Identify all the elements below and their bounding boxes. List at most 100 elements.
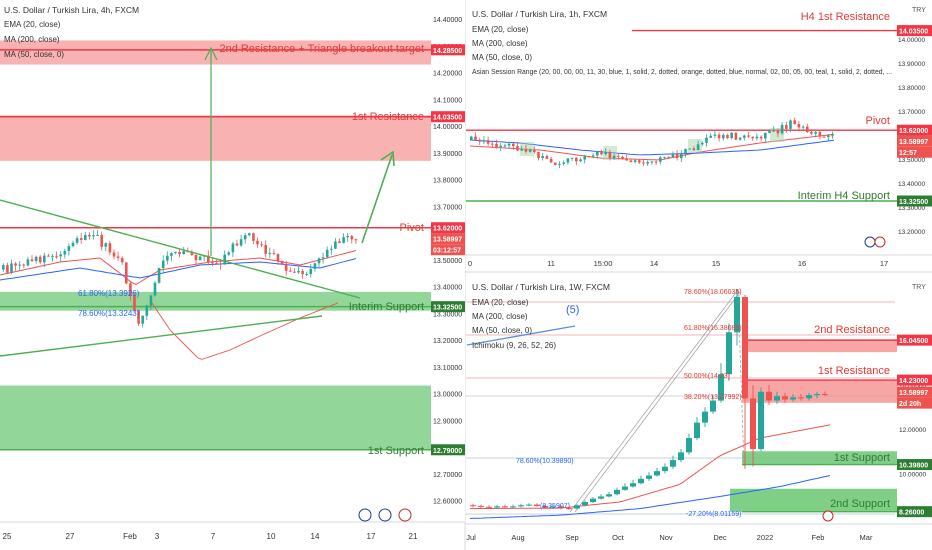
candle — [621, 156, 624, 159]
candle — [470, 505, 476, 507]
candle — [759, 136, 763, 139]
usd-flag-icon — [398, 508, 412, 522]
candle — [313, 263, 317, 269]
chart-1h[interactable]: U.S. Dollar / Turkish Lira, 1h, FXCM EMA… — [465, 7, 932, 268]
candle — [198, 256, 202, 261]
candle — [215, 263, 218, 265]
label-sup1: 1st Support — [368, 445, 424, 457]
chart-1w[interactable]: U.S. Dollar / Turkish Lira, 1W, FXCM EMA… — [465, 282, 932, 542]
candle — [108, 243, 112, 253]
candle — [317, 258, 321, 264]
candle — [726, 332, 732, 375]
xtick-label: 15:00 — [594, 259, 613, 268]
ytick-label: 12.70000 — [433, 472, 462, 479]
xtick-label: Mar — [860, 533, 873, 542]
target-arrow-head-icon — [204, 46, 218, 61]
tag-h4sup — [897, 195, 932, 207]
candle — [662, 466, 668, 472]
candle — [766, 391, 772, 401]
candle — [470, 136, 473, 140]
candle — [161, 260, 165, 269]
xtick-label: 2022 — [757, 533, 774, 542]
candle — [338, 241, 341, 244]
candle — [284, 264, 288, 271]
chart-4h[interactable]: U.S. Dollar / Turkish Lira, 4h, FXCM EMA… — [0, 0, 465, 541]
candle — [688, 148, 691, 150]
tag-sup1-text: 10.39800 — [899, 463, 928, 470]
candle — [734, 297, 740, 333]
candle — [750, 398, 756, 450]
candle — [696, 144, 700, 151]
tag-sup1 — [431, 444, 465, 456]
tag-price-text: 13.58997 — [433, 237, 462, 244]
tag-res2-text: 14.28500 — [433, 48, 462, 55]
candle — [321, 257, 325, 259]
ytick-label: 13.50000 — [433, 258, 462, 265]
currency-badge: TRY — [912, 7, 926, 14]
ytick-label: 13.80000 — [433, 178, 462, 185]
flags-1w — [822, 510, 834, 522]
xtick-label: 21 — [409, 532, 418, 541]
labels-4h: 2nd Resistance + Triangle breakout targe… — [78, 43, 424, 457]
candle — [831, 135, 834, 137]
xaxis-1w: Jul Aug Sep Oct Nov Dec 2022 Feb Mar — [465, 523, 932, 542]
candle — [174, 252, 177, 254]
candle — [604, 152, 607, 155]
ytick-label: 14.40000 — [433, 17, 462, 24]
ytick-label: 13.50000 — [898, 157, 925, 164]
candle — [507, 143, 511, 146]
ema-line — [0, 250, 357, 285]
labels-1h: H4 1st Resistance Pivot Interim H4 Suppo… — [798, 11, 890, 202]
candle — [43, 255, 46, 263]
candle — [55, 256, 58, 258]
candle — [642, 162, 645, 164]
candle — [702, 411, 708, 423]
candle — [2, 265, 5, 270]
header-1w: U.S. Dollar / Turkish Lira, 1W, FXCM EMA… — [472, 282, 610, 350]
indicators-1h — [469, 128, 835, 161]
zone-red — [0, 115, 431, 161]
candle — [541, 156, 544, 158]
candle — [566, 508, 572, 510]
tag-isup — [431, 301, 465, 313]
candle — [537, 152, 540, 158]
levels-1w — [742, 339, 897, 513]
levels-4h — [0, 49, 431, 451]
flags-4h — [358, 508, 412, 522]
xtick-label: 16 — [798, 259, 806, 268]
candle — [710, 400, 716, 412]
candle — [713, 134, 717, 136]
candle — [587, 156, 591, 158]
candle — [659, 157, 662, 162]
candle — [289, 270, 292, 272]
candle — [614, 489, 620, 495]
candle — [350, 235, 354, 240]
label-fib50: 50.00%(14.23) — [684, 373, 730, 380]
xtick-label: Dec — [713, 533, 727, 542]
candle — [598, 496, 604, 499]
candle — [297, 270, 300, 273]
yaxis-4h: 14.4000014.3000014.2000014.1000014.00000… — [431, 0, 465, 522]
candle — [774, 396, 780, 401]
candle — [806, 126, 809, 133]
candle — [503, 145, 507, 147]
candle — [30, 259, 34, 262]
candle — [590, 498, 596, 502]
xtick-label: 14 — [311, 532, 320, 541]
label-res1: 1st Resistance — [818, 365, 890, 377]
tag-timer-text: 03:12:57 — [433, 248, 461, 255]
yaxis-1h: TRY 14.00000 13.90000 13.80000 13.70000 13.6… — [897, 7, 932, 236]
candle — [686, 438, 692, 453]
candle — [747, 135, 750, 137]
label-sup2: 2nd Support — [830, 498, 890, 510]
xtick-label: Jul — [466, 533, 476, 542]
xtick-label: 25 — [3, 532, 12, 541]
candle — [785, 125, 788, 129]
candle — [790, 397, 796, 400]
candle — [798, 397, 804, 399]
candle — [772, 130, 775, 132]
candle — [684, 148, 687, 154]
candle — [797, 123, 801, 128]
candle — [153, 282, 157, 296]
candle — [301, 270, 304, 275]
